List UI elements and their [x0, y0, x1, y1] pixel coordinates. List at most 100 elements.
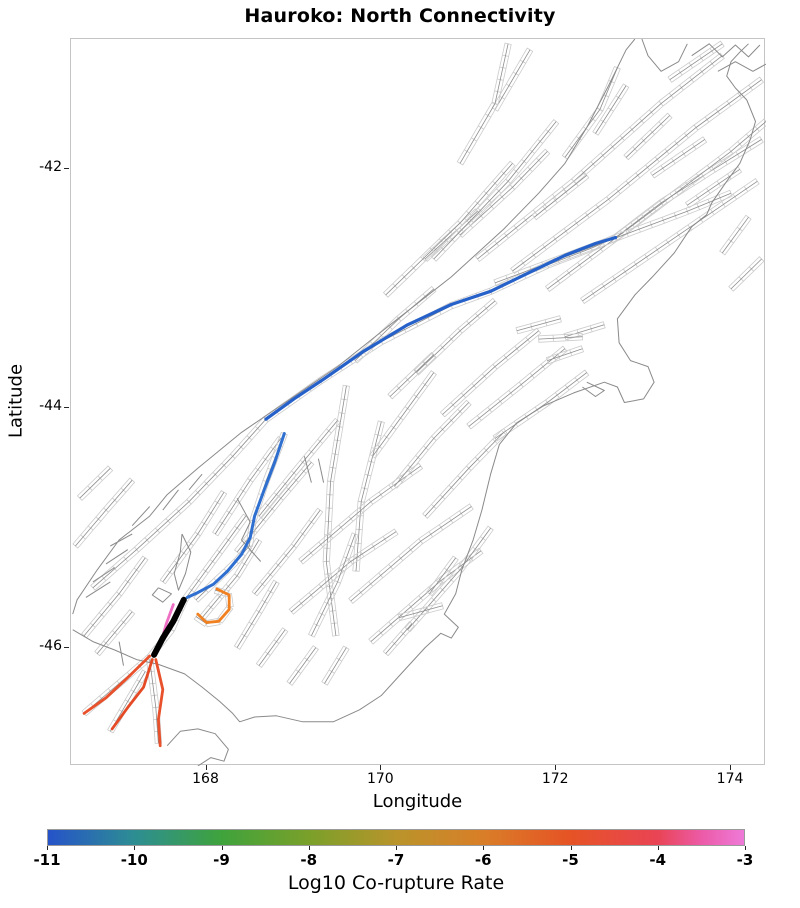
fault-trace-line	[625, 115, 671, 158]
fault-trace-line	[538, 336, 583, 340]
x-tick-label: 172	[541, 771, 569, 787]
fault-patch-outline	[531, 172, 590, 221]
fault-trace-line	[254, 509, 321, 595]
x-tick-label: 174	[716, 771, 744, 787]
fault-patch-outline	[76, 465, 114, 501]
fault-trace-line	[516, 318, 561, 332]
fault-trace-line	[325, 385, 347, 636]
fault-patch-outline	[466, 345, 568, 430]
fault-trace-line	[429, 557, 457, 595]
coastline	[641, 39, 688, 72]
fault-patch-outline	[456, 42, 512, 166]
fault-patch-outline	[491, 47, 534, 112]
fault-trace-line	[398, 605, 443, 619]
fault-network-layer	[72, 40, 766, 744]
fault-patch-outline	[181, 513, 249, 603]
fault-trace-line	[582, 180, 758, 302]
fault-patch-outline	[391, 399, 472, 489]
fault-patch-outline	[474, 52, 725, 263]
fault-patch-outline	[728, 256, 765, 292]
fault-patch-outline	[544, 118, 766, 293]
fault-patch-outline	[193, 431, 288, 603]
colorbar-tick-mark	[396, 846, 397, 850]
rupture-branch-blue	[185, 432, 286, 599]
fault-patch-outline	[212, 435, 284, 537]
x-tick-mark	[730, 765, 732, 770]
fault-patch-outline	[426, 555, 459, 597]
lake-outline	[151, 587, 172, 603]
lake-outline	[173, 533, 192, 591]
fault-trace-line	[424, 432, 504, 517]
y-tick-mark	[64, 646, 69, 648]
fault-patch-outline	[107, 669, 149, 734]
fault-trace-line	[459, 151, 548, 236]
colorbar-tick-label: -10	[120, 851, 148, 869]
fault-trace-line	[370, 550, 482, 642]
fault-patch-outline	[298, 462, 424, 565]
fault-trace-line	[416, 300, 496, 373]
fault-patch-outline	[623, 112, 673, 161]
y-tick-label: -44	[39, 398, 62, 415]
fault-trace-line	[468, 348, 566, 427]
coastline-layer	[72, 39, 766, 766]
fault-trace-line	[424, 210, 478, 260]
fault-patch-outline	[233, 579, 280, 650]
fault-patch-outline	[493, 189, 733, 287]
fault-patch-outline	[545, 345, 585, 365]
fault-trace-line	[407, 527, 491, 630]
coastline	[85, 581, 111, 598]
colorbar-tick-mark	[657, 846, 659, 850]
colorbar-tick-mark	[47, 846, 48, 850]
x-tick-mark	[205, 765, 207, 770]
fault-patch-outline	[288, 528, 399, 615]
coastline	[162, 489, 179, 511]
fault-trace-line	[184, 515, 247, 601]
colorbar-label: Log10 Co-rupture Rate	[287, 872, 505, 894]
fault-patch-outline	[286, 645, 319, 686]
fault-trace-line	[721, 216, 749, 254]
fault-patch-outline	[322, 384, 350, 637]
fault-trace-line	[512, 79, 762, 272]
fault-patch-outline	[348, 503, 474, 604]
fault-trace-line	[730, 258, 762, 290]
x-axis-label: Longitude	[372, 791, 463, 812]
colorbar-tick-mark	[134, 846, 136, 850]
colorbar-tick-label: -8	[300, 851, 318, 869]
colorbar-tick-label: -4	[649, 851, 667, 869]
lake-outline	[118, 641, 124, 666]
fault-patch-outline	[251, 507, 324, 597]
rupture-hook-orange	[196, 587, 231, 624]
fault-trace-line	[459, 43, 509, 164]
coastline	[105, 549, 129, 565]
fault-trace-line	[547, 348, 583, 361]
coastline	[110, 533, 133, 547]
fault-trace-line	[385, 623, 413, 654]
rupture-branch-red-east	[154, 658, 165, 748]
fault-patch-outline	[510, 76, 765, 275]
fault-trace-line	[236, 581, 277, 648]
fault-patch-outline	[667, 40, 725, 83]
fault-patch-outline	[492, 369, 590, 442]
lake-outline	[317, 458, 325, 483]
x-tick-mark	[555, 765, 557, 770]
fault-trace-line	[79, 468, 111, 499]
x-tick-label: 170	[366, 771, 394, 787]
fault-trace-line	[494, 372, 588, 439]
fault-trace-line	[442, 330, 539, 415]
colorbar-tick-mark	[745, 846, 746, 850]
coastline	[166, 728, 229, 766]
fault-patch-outline	[307, 532, 359, 638]
fault-patch-outline	[81, 654, 153, 717]
fault-trace-line	[258, 629, 286, 666]
colorbar-tick-label: -9	[213, 851, 230, 869]
colorbar-gradient	[47, 829, 745, 846]
rupture-layer	[82, 235, 618, 748]
fault-patch-outline	[515, 315, 562, 335]
fault-patch-outline	[321, 645, 350, 686]
colorbar-tick-mark	[570, 846, 572, 850]
fault-trace-line	[534, 174, 588, 218]
fault-trace-line	[149, 659, 159, 744]
fault-patch-outline	[369, 370, 437, 459]
fault-trace-line	[291, 531, 397, 613]
